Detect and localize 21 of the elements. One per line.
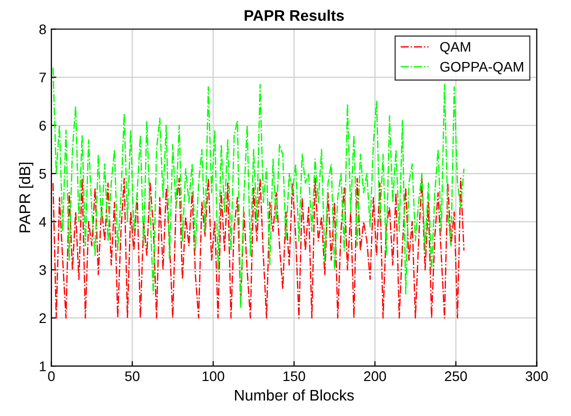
x-tick-label: 50 (125, 371, 140, 382)
x-tick-label: 300 (526, 371, 548, 382)
y-tick-label: 8 (39, 24, 46, 34)
y-tick-label: 5 (39, 169, 46, 179)
y-tick-label: 4 (39, 217, 46, 227)
legend-label: GOPPA-QAM (440, 62, 524, 74)
y-tick-label: 1 (40, 362, 46, 372)
y-tick-label: 2 (40, 313, 46, 323)
x-tick-label: 250 (444, 371, 467, 382)
line-series (52, 178, 465, 319)
chart-title: PAPR Results (244, 10, 344, 21)
y-tick-label: 3 (39, 265, 46, 275)
x-tick-label: 100 (202, 371, 224, 382)
y-tick-label: 6 (40, 120, 46, 131)
x-axis-title: Number of Blocks (235, 389, 354, 401)
x-tick-label: 150 (284, 371, 306, 382)
y-tick-label: 7 (40, 72, 46, 82)
legend-label: QAM (440, 42, 470, 54)
y-axis-title: PAPR [dB] (19, 162, 34, 232)
x-tick-label: 0 (48, 371, 55, 382)
x-tick-label: 200 (364, 371, 386, 382)
